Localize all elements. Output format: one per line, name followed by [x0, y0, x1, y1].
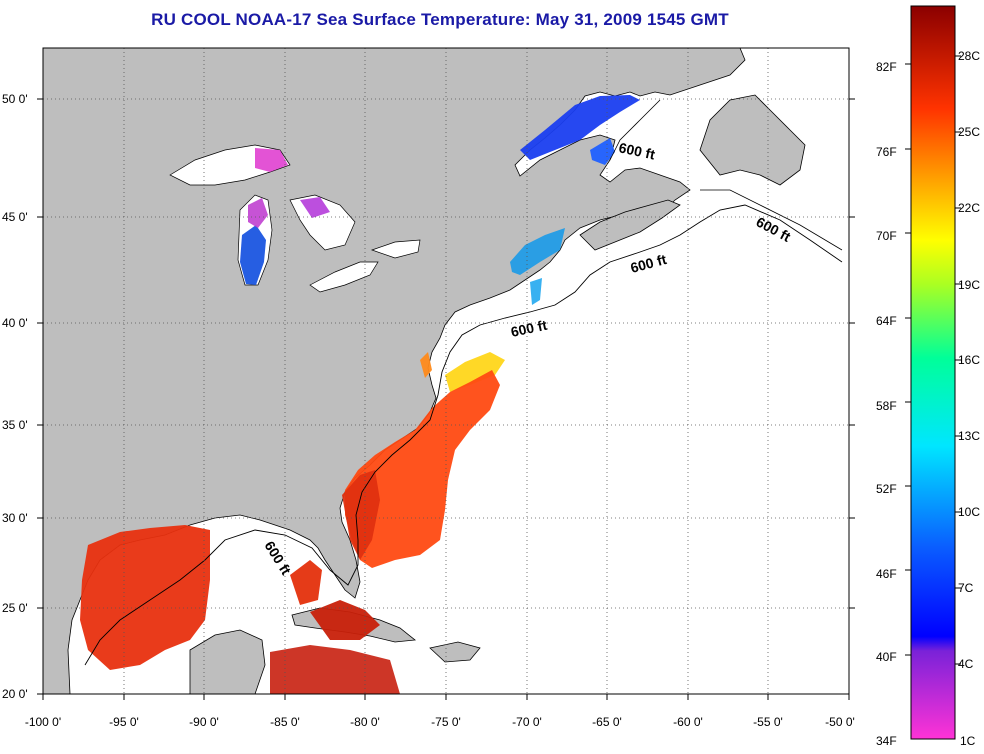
- colorbar-c-label: 4C: [958, 657, 974, 671]
- sst-gulf-st-lawrence: [520, 95, 640, 160]
- colorbar-c-label: 22C: [958, 201, 980, 215]
- y-tick-label: 35 0': [2, 418, 28, 432]
- x-tick-label: -70 0': [512, 715, 542, 729]
- x-tick-label: -80 0': [350, 715, 380, 729]
- colorbar-c-label: 1C: [960, 734, 976, 748]
- x-tick-label: -95 0': [109, 715, 139, 729]
- isobath-label: 600 ft: [617, 139, 656, 162]
- x-tick-label: -55 0': [753, 715, 783, 729]
- sst-florida-shelf: [342, 470, 380, 560]
- colorbar-fahrenheit-labels: 34F 40F 46F 52F 58F 64F 70F 76F 82F: [876, 60, 897, 748]
- axis-ticks: [37, 98, 855, 700]
- lake-ontario: [370, 239, 421, 259]
- land-nova-scotia: [579, 199, 681, 251]
- sst-gulf-of-mexico-west: [80, 525, 210, 670]
- land-newfoundland: [699, 94, 806, 186]
- x-tick-label: -65 0': [592, 715, 622, 729]
- y-tick-label: 50 0': [2, 92, 28, 106]
- colorbar-f-label: 82F: [876, 60, 897, 74]
- colorbar-c-label: 7C: [958, 581, 974, 595]
- colorbar-ticks: [905, 55, 961, 665]
- isobath-600ft-gulf-stlawrence: [609, 99, 661, 161]
- x-tick-label: -60 0': [673, 715, 703, 729]
- colorbar-c-label: 10C: [958, 505, 980, 519]
- sst-gulf-stream: [345, 370, 500, 568]
- sst-chesapeake: [420, 352, 432, 378]
- colorbar-c-label: 25C: [958, 125, 980, 139]
- y-axis-labels: 20 0' 25 0' 30 0' 35 0' 40 0' 45 0' 50 0…: [2, 92, 28, 701]
- sst-gulf-of-maine: [510, 228, 565, 275]
- colorbar-f-label: 52F: [876, 482, 897, 496]
- colorbar-f-label: 64F: [876, 314, 897, 328]
- sst-lake-michigan: [240, 225, 266, 285]
- x-tick-label: -75 0': [431, 715, 461, 729]
- colorbar-f-label: 58F: [876, 399, 897, 413]
- y-tick-label: 25 0': [2, 601, 28, 615]
- sst-caribbean: [270, 645, 400, 694]
- sst-george-bank: [530, 278, 542, 305]
- x-tick-label: -50 0': [825, 715, 855, 729]
- isobath-label: 600 ft: [509, 317, 548, 340]
- sst-lake-huron-north: [300, 197, 330, 218]
- x-tick-label: -85 0': [270, 715, 300, 729]
- x-tick-label: -100 0': [25, 715, 61, 729]
- colorbar-f-label: 34F: [876, 734, 897, 748]
- colorbar-f-label: 46F: [876, 567, 897, 581]
- sst-st-lawrence-estuary: [590, 138, 615, 165]
- x-axis-labels: -100 0' -95 0' -90 0' -85 0' -80 0' -75 …: [25, 715, 855, 729]
- isobath-600ft: [84, 204, 843, 666]
- colorbar-f-label: 76F: [876, 145, 897, 159]
- colorbar-celsius-labels: 1C 4C 7C 10C 13C 16C 19C 22C 25C 28C: [958, 49, 980, 748]
- sst-lake-michigan-north: [248, 198, 268, 228]
- colorbar-c-label: 19C: [958, 278, 980, 292]
- sst-mid-atlantic-bight: [445, 352, 505, 392]
- colorbar-f-label: 40F: [876, 650, 897, 664]
- sst-lake-superior-east: [255, 148, 288, 172]
- x-tick-label: -90 0': [189, 715, 219, 729]
- map-title: RU COOL NOAA-17 Sea Surface Temperature:…: [151, 10, 729, 29]
- temperature-colorbar: [910, 5, 956, 740]
- colorbar-c-label: 28C: [958, 49, 980, 63]
- land-yucatan: [189, 629, 266, 694]
- y-tick-label: 40 0': [2, 316, 28, 330]
- colorbar-c-label: 16C: [958, 353, 980, 367]
- lake-erie: [309, 261, 379, 293]
- sst-florida-keys: [310, 600, 380, 640]
- colorbar-f-label: 70F: [876, 229, 897, 243]
- isobath-600ft-shelf-edge: [700, 189, 843, 251]
- y-tick-label: 20 0': [2, 687, 28, 701]
- y-tick-label: 45 0': [2, 210, 28, 224]
- sst-gulf-of-mexico-east: [290, 560, 322, 605]
- colorbar-c-label: 13C: [958, 429, 980, 443]
- land-hispaniola: [429, 641, 481, 663]
- y-tick-label: 30 0': [2, 511, 28, 525]
